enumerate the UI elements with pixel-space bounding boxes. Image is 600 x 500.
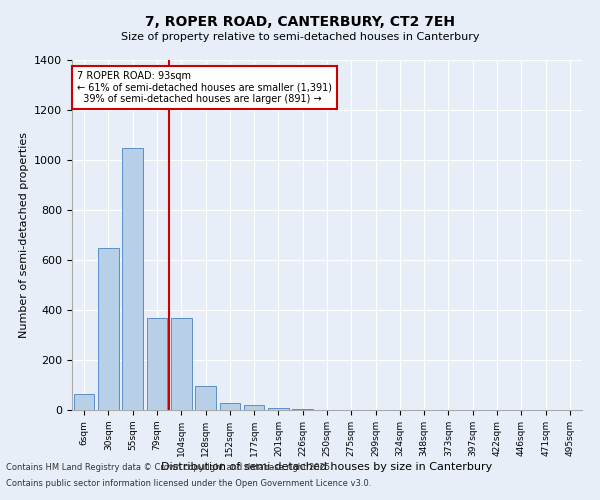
X-axis label: Distribution of semi-detached houses by size in Canterbury: Distribution of semi-detached houses by … <box>161 462 493 471</box>
Bar <box>74 394 94 410</box>
Bar <box>195 386 216 410</box>
Text: Contains public sector information licensed under the Open Government Licence v3: Contains public sector information licen… <box>6 478 371 488</box>
Text: 7, ROPER ROAD, CANTERBURY, CT2 7EH: 7, ROPER ROAD, CANTERBURY, CT2 7EH <box>145 15 455 29</box>
Bar <box>122 148 143 410</box>
Bar <box>292 409 313 410</box>
Text: Size of property relative to semi-detached houses in Canterbury: Size of property relative to semi-detach… <box>121 32 479 42</box>
Bar <box>244 405 265 410</box>
Bar <box>220 402 240 410</box>
Text: 7 ROPER ROAD: 93sqm
← 61% of semi-detached houses are smaller (1,391)
  39% of s: 7 ROPER ROAD: 93sqm ← 61% of semi-detach… <box>77 70 332 104</box>
Text: Contains HM Land Registry data © Crown copyright and database right 2025.: Contains HM Land Registry data © Crown c… <box>6 464 332 472</box>
Bar <box>98 248 119 410</box>
Y-axis label: Number of semi-detached properties: Number of semi-detached properties <box>19 132 29 338</box>
Bar <box>146 318 167 410</box>
Bar <box>171 318 191 410</box>
Bar <box>268 408 289 410</box>
